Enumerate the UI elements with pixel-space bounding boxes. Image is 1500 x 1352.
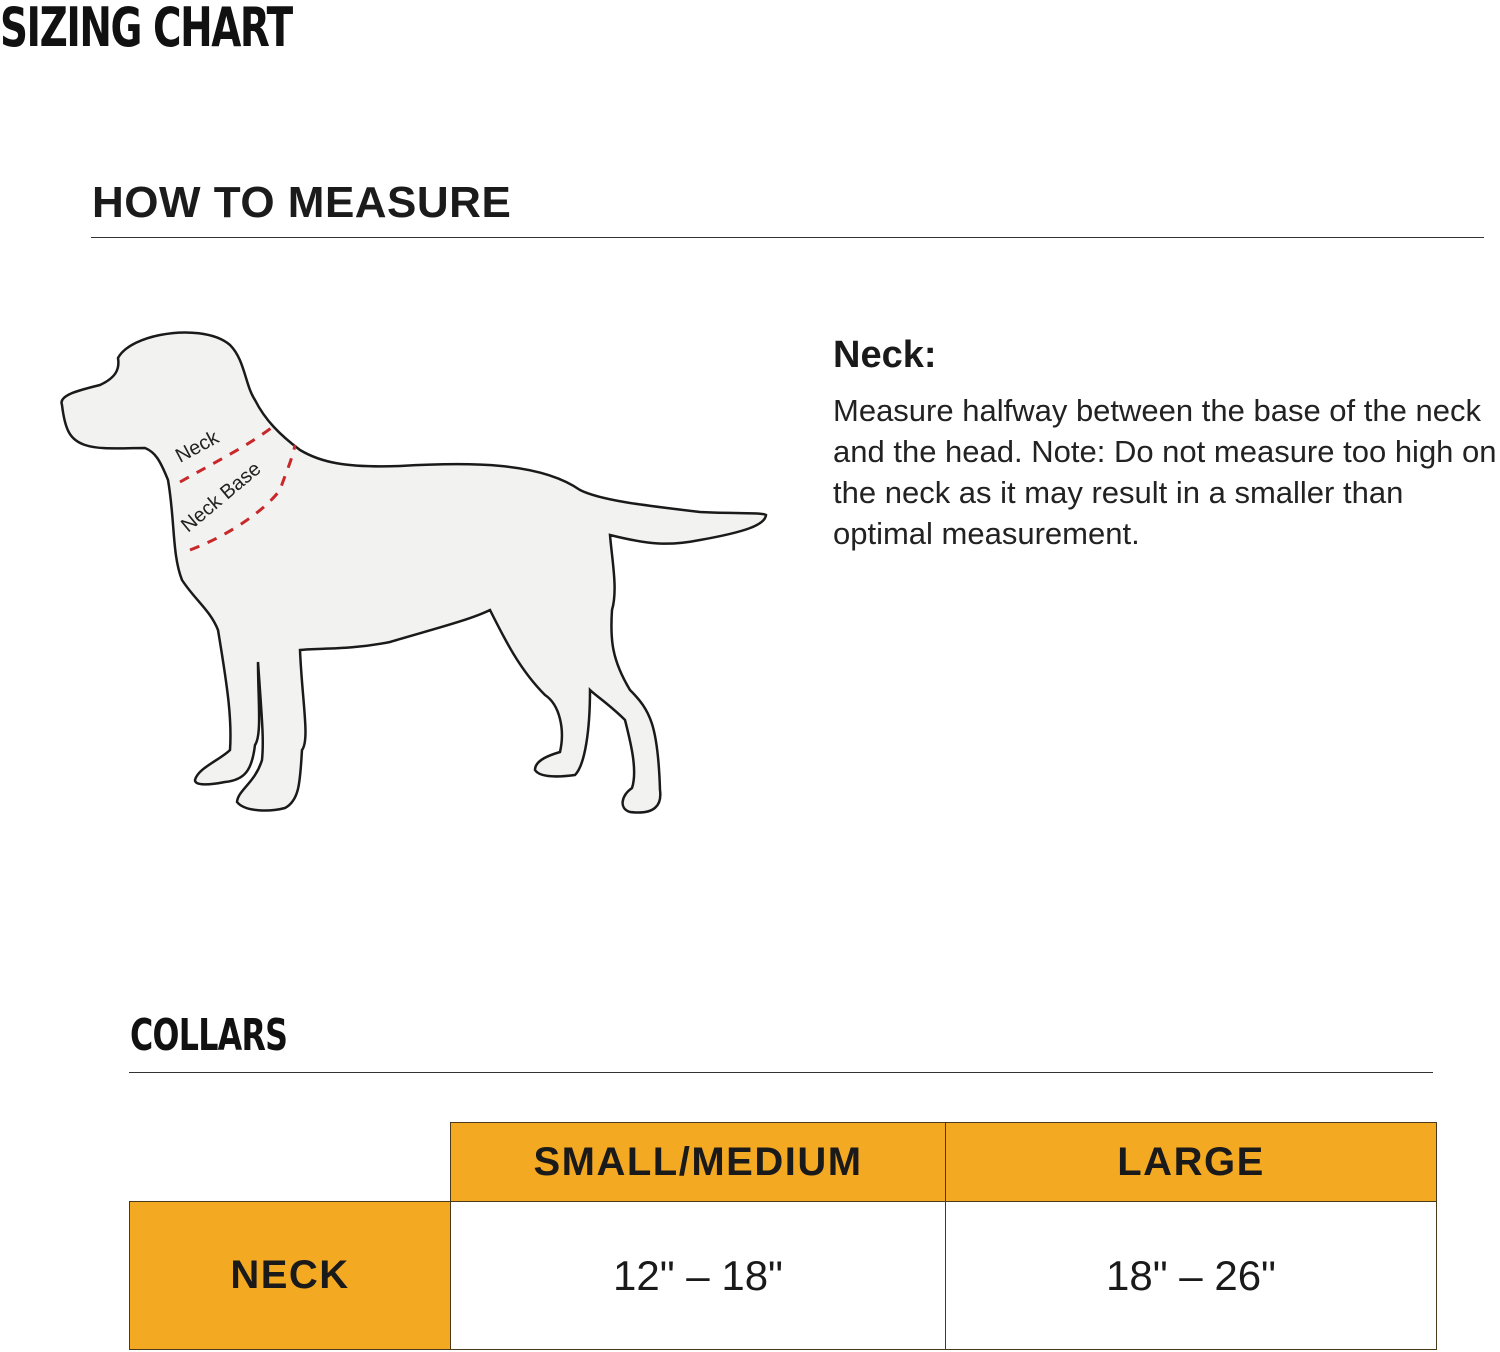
neck-large-value: 18" – 26" (945, 1201, 1437, 1350)
collars-heading: COLLARS (130, 1010, 288, 1061)
neck-description: Measure halfway between the base of the … (833, 393, 1497, 551)
divider (91, 237, 1484, 238)
dog-silhouette (60, 331, 768, 814)
divider (129, 1072, 1433, 1073)
neck-base-measure-line (189, 444, 297, 552)
dog-measurement-diagram: Neck Neck Base (60, 331, 768, 814)
neck-small-medium-value: 12" – 18" (450, 1201, 946, 1350)
neck-measure-line (179, 423, 276, 484)
column-header-small-medium: SMALL/MEDIUM (450, 1122, 946, 1202)
column-header-large: LARGE (945, 1122, 1437, 1202)
neck-heading: Neck: (833, 334, 937, 376)
row-header-neck: NECK (129, 1201, 451, 1350)
how-to-measure-heading: HOW TO MEASURE (92, 178, 512, 227)
page-title: SIZING CHART (0, 0, 293, 59)
